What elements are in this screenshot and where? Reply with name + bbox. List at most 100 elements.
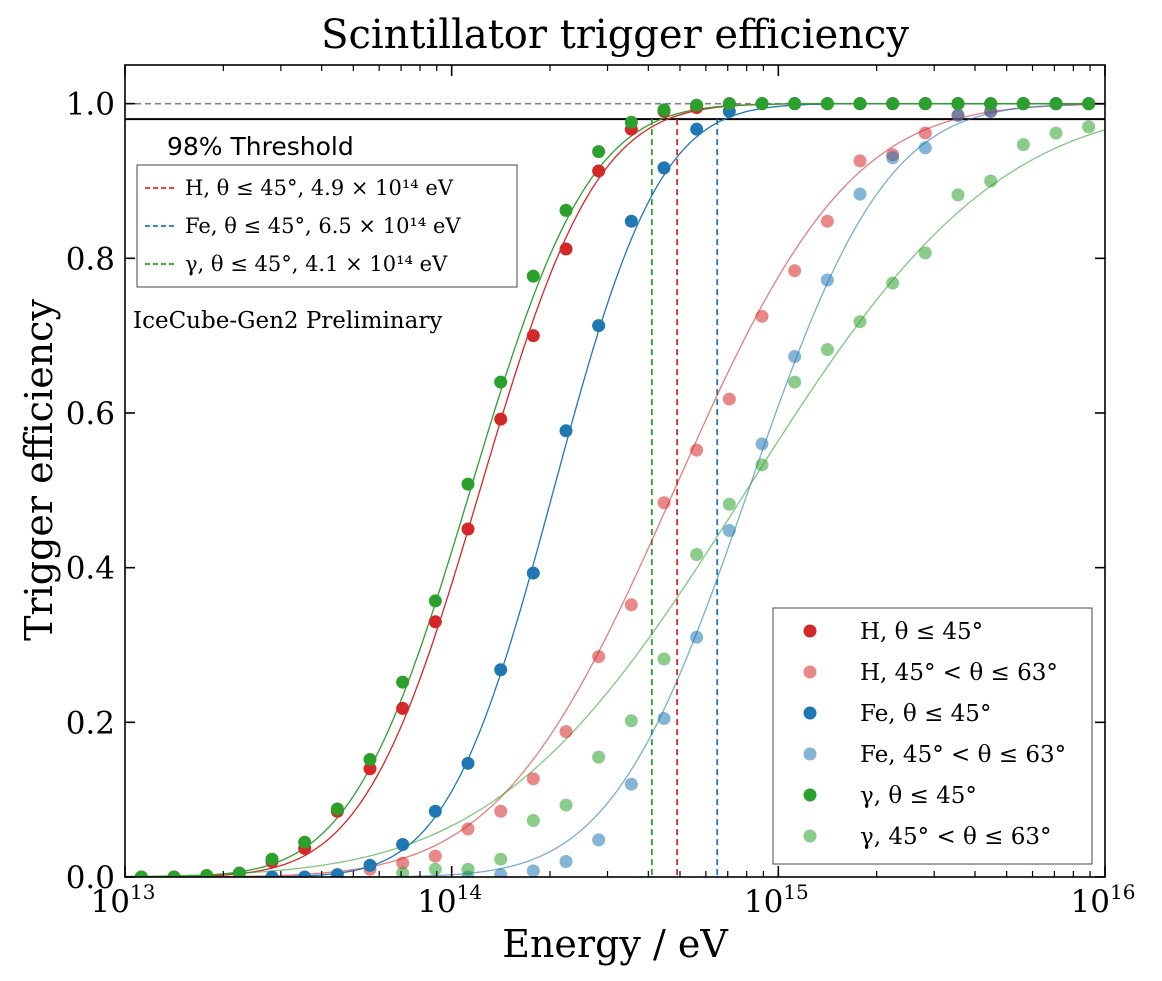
data-point xyxy=(526,269,540,283)
data-point xyxy=(494,804,508,818)
data-point xyxy=(526,329,540,343)
data-point xyxy=(461,522,475,536)
y-axis-label: Trigger efficiency xyxy=(17,299,61,641)
data-point xyxy=(657,711,671,725)
data-point xyxy=(820,343,834,357)
data-point xyxy=(853,315,867,329)
data-point xyxy=(526,864,540,877)
y-tick-label: 0.0 xyxy=(66,860,115,896)
axes: 0.0 0.2 0.4 0.6 0.8 1.0 1013 1014 1015 1016 xyxy=(66,65,1135,920)
data-point xyxy=(657,652,671,666)
fit-curve xyxy=(125,103,1105,877)
data-point xyxy=(788,97,802,111)
threshold-legend-label: H, θ ≤ 45°, 4.9 × 10¹⁴ eV xyxy=(185,176,454,200)
data-point xyxy=(396,701,410,715)
data-point xyxy=(461,862,475,876)
data-point xyxy=(690,630,704,644)
data-point xyxy=(886,97,900,111)
data-point xyxy=(265,870,279,877)
data-point xyxy=(853,97,867,111)
data-point xyxy=(298,835,312,849)
data-points xyxy=(134,97,1096,877)
data-point xyxy=(396,675,410,689)
x-tick-label: 1013 xyxy=(91,880,156,920)
annotation-text: IceCube-Gen2 Preliminary xyxy=(133,308,442,334)
data-point xyxy=(559,725,573,739)
data-point xyxy=(461,477,475,491)
series-legend-marker xyxy=(803,829,817,843)
chart-title: Scintillator trigger efficiency xyxy=(321,12,909,58)
data-point xyxy=(1082,97,1096,111)
series-legend-marker xyxy=(803,706,817,720)
fit-curves xyxy=(125,103,1105,877)
data-point xyxy=(853,187,867,201)
x-axis-label: Energy / eV xyxy=(502,922,728,966)
y-tick-label: 0.8 xyxy=(66,241,115,277)
reference-lines xyxy=(125,102,1105,877)
data-point xyxy=(690,548,704,562)
data-point xyxy=(330,802,344,816)
series-legend-marker xyxy=(803,747,817,761)
data-point xyxy=(494,663,508,677)
data-point xyxy=(918,97,932,111)
data-point xyxy=(657,496,671,510)
data-point xyxy=(559,855,573,869)
data-point xyxy=(918,246,932,260)
data-point xyxy=(624,598,638,612)
series-legend-label: H, θ ≤ 45° xyxy=(860,619,983,645)
x-tick-label: 1014 xyxy=(417,880,482,920)
data-point xyxy=(657,103,671,117)
data-point xyxy=(1082,120,1096,134)
data-point xyxy=(788,350,802,364)
data-point xyxy=(788,264,802,278)
data-point xyxy=(722,497,736,511)
data-point xyxy=(755,458,769,472)
data-point xyxy=(690,443,704,457)
data-point xyxy=(428,615,442,629)
series-legend-box xyxy=(772,607,1093,865)
data-point xyxy=(820,97,834,111)
y-tick-label: 0.2 xyxy=(66,705,115,741)
data-point xyxy=(886,276,900,290)
data-point xyxy=(363,752,377,766)
data-point xyxy=(951,188,965,202)
data-point xyxy=(722,97,736,111)
data-point xyxy=(657,161,671,175)
data-point xyxy=(918,126,932,140)
fit-curve xyxy=(125,129,1105,877)
data-point xyxy=(690,122,704,136)
data-point xyxy=(396,838,410,852)
series-legend-label: γ, θ ≤ 45° xyxy=(860,783,977,809)
threshold-legend-label: Fe, θ ≤ 45°, 6.5 × 10¹⁴ eV xyxy=(185,214,461,238)
data-point xyxy=(167,870,181,877)
data-point xyxy=(853,154,867,168)
data-point xyxy=(690,98,704,112)
series-legend-marker xyxy=(803,788,817,802)
data-point xyxy=(526,772,540,786)
x-tick-label: 1015 xyxy=(744,880,809,920)
data-point xyxy=(559,798,573,812)
data-point xyxy=(559,424,573,438)
data-point xyxy=(722,524,736,538)
threshold-legend-title: 98% Threshold xyxy=(167,132,354,161)
data-point xyxy=(1016,97,1030,111)
data-point xyxy=(755,97,769,111)
data-point xyxy=(559,203,573,217)
data-point xyxy=(330,868,344,877)
y-tick-label: 0.6 xyxy=(66,396,115,432)
data-point xyxy=(1016,138,1030,152)
data-point xyxy=(624,115,638,129)
series-legend: H, θ ≤ 45° H, 45° < θ ≤ 63° Fe, θ ≤ 45° Fe,… xyxy=(772,607,1093,865)
data-point xyxy=(951,108,965,122)
series-legend-label: H, 45° < θ ≤ 63° xyxy=(860,660,1058,686)
threshold-legend-label: γ, θ ≤ 45°, 4.1 × 10¹⁴ eV xyxy=(185,252,448,276)
data-point xyxy=(396,856,410,870)
data-point xyxy=(755,437,769,451)
data-point xyxy=(428,849,442,863)
data-point xyxy=(1049,97,1063,111)
data-point xyxy=(918,141,932,155)
data-point xyxy=(526,566,540,580)
data-point xyxy=(363,858,377,872)
plot-frame xyxy=(124,64,1106,878)
